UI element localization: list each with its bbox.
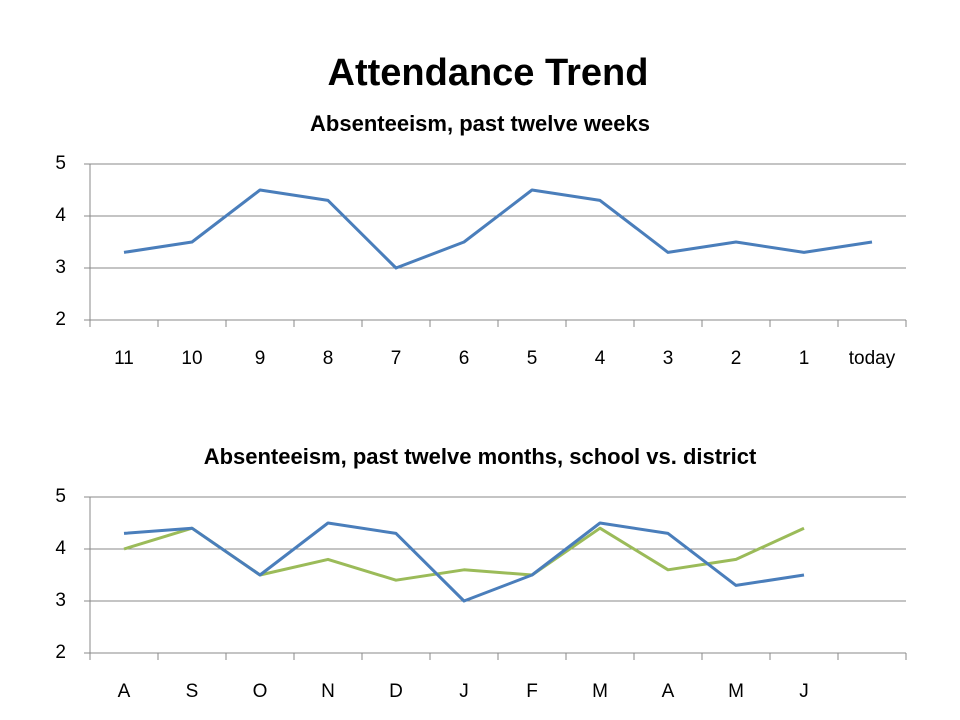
x-tick-label: 2 [731,348,742,369]
x-tick-label: M [592,681,608,702]
x-tick-label: 6 [459,348,470,369]
x-tick-label: 1 [799,348,810,369]
x-tick-label: 7 [391,348,402,369]
x-tick-label: D [389,681,403,702]
chart-title: Absenteeism, past twelve weeks [310,111,650,136]
y-tick-label: 5 [55,153,66,174]
x-tick-label: 8 [323,348,334,369]
x-tick-label: J [799,681,809,702]
x-tick-label: M [728,681,744,702]
x-tick-label: F [526,681,538,702]
line-series [123,521,805,603]
x-tick-label: S [186,681,199,702]
y-tick-label: 2 [55,309,66,330]
y-tick-label: 4 [55,205,66,226]
slide-title: Attendance Trend [328,52,649,94]
y-tick-label: 5 [55,486,66,507]
x-tick-label: 5 [527,348,538,369]
x-tick-label: A [118,681,131,702]
y-tick-label: 4 [55,538,66,559]
x-tick-label: N [321,681,335,702]
x-tick-label: today [849,348,896,369]
x-tick-label: J [459,681,469,702]
x-tick-label: A [662,681,675,702]
x-tick-label: 9 [255,348,266,369]
chart-title: Absenteeism, past twelve months, school … [204,444,757,469]
x-tick-label: 10 [181,348,202,369]
y-tick-label: 3 [55,257,66,278]
x-tick-label: 4 [595,348,606,369]
x-tick-label: O [253,681,268,702]
x-tick-label: 3 [663,348,674,369]
x-tick-label: 11 [114,348,134,369]
line-series [123,188,873,270]
y-tick-label: 3 [55,590,66,611]
y-tick-label: 2 [55,642,66,663]
